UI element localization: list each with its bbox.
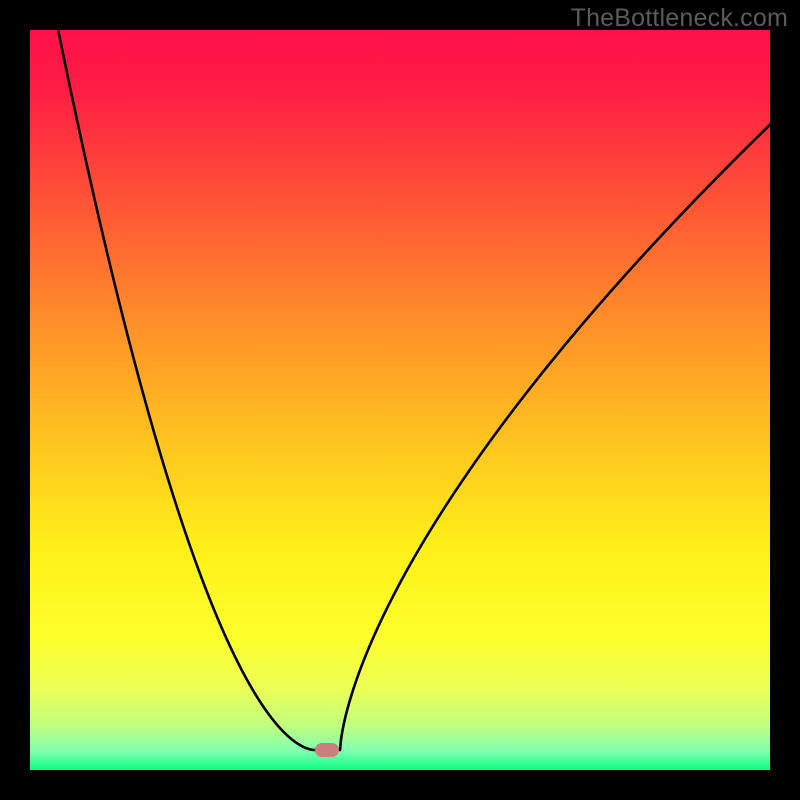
gradient-background xyxy=(30,30,770,770)
chart-frame: TheBottleneck.com xyxy=(0,0,800,800)
bottleneck-chart xyxy=(30,30,770,770)
watermark-text: TheBottleneck.com xyxy=(571,4,788,33)
optimal-point-marker xyxy=(315,743,339,757)
plot-area xyxy=(30,30,770,770)
